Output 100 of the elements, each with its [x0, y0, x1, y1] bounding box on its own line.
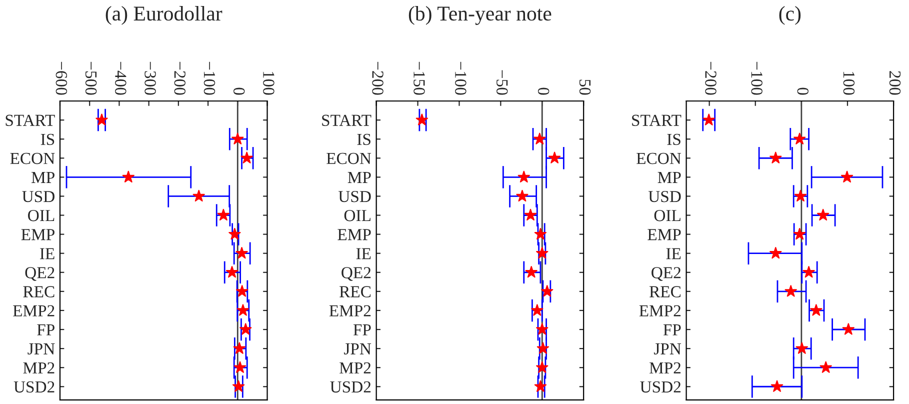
point — [534, 228, 547, 240]
point — [240, 152, 253, 164]
y-tick-label: REC — [340, 286, 371, 298]
y-tick-label: IS — [40, 134, 54, 146]
y-tick-label: OIL — [28, 210, 54, 222]
chart-title: (a) Eurodollar — [106, 6, 222, 25]
y-tick-label: MP — [658, 172, 681, 183]
y-tick-label: IS — [667, 134, 680, 146]
x-tick-label: −400 — [115, 62, 126, 95]
point — [770, 380, 784, 392]
y-tick-label: OIL — [654, 210, 680, 222]
x-tick-label: 0 — [233, 88, 245, 95]
point — [416, 114, 428, 126]
y-tick-label: MP2 — [23, 362, 54, 374]
x-tick-label: −150 — [414, 62, 425, 95]
y-tick-label: ECON — [326, 152, 372, 164]
x-tick-label: −200 — [705, 62, 716, 95]
x-tick-label: 200 — [889, 71, 901, 95]
point — [817, 208, 830, 221]
y-tick-label: MP2 — [340, 362, 371, 374]
point — [842, 323, 854, 335]
x-tick-label: 100 — [263, 72, 274, 95]
point — [516, 190, 528, 202]
x-tick-label: −500 — [85, 62, 97, 95]
point — [770, 246, 782, 259]
y-tick-label: IE — [356, 248, 371, 260]
y-tick-label: IE — [40, 248, 54, 260]
point — [226, 266, 238, 278]
point — [232, 380, 245, 392]
x-tick-label: −100 — [455, 62, 466, 95]
point — [802, 266, 815, 278]
point — [236, 246, 248, 259]
y-tick-label: USD — [648, 190, 681, 202]
point — [541, 285, 554, 297]
point — [236, 304, 250, 316]
point — [536, 361, 548, 373]
point — [524, 208, 537, 221]
point — [234, 361, 246, 373]
y-tick-label: QE2 — [342, 267, 371, 281]
y-tick-label: JPN — [654, 343, 682, 354]
point — [233, 342, 246, 354]
y-tick-label: IE — [666, 248, 681, 260]
y-tick-label: IS — [357, 134, 370, 146]
y-tick-label: OIL — [344, 210, 370, 222]
y-tick-label: START — [322, 114, 372, 126]
point — [122, 170, 134, 182]
point — [784, 285, 797, 297]
chart-title: (c) — [779, 6, 801, 25]
y-tick-label: MP — [32, 172, 54, 183]
point — [794, 190, 807, 202]
y-tick-label: USD2 — [640, 381, 681, 393]
y-tick-label: FP — [663, 324, 681, 336]
y-tick-label: USD — [22, 190, 54, 202]
y-tick-label: QE2 — [25, 267, 54, 281]
x-tick-label: 100 — [843, 72, 855, 95]
y-tick-label: ECON — [636, 152, 682, 164]
y-tick-label: EMP2 — [639, 305, 681, 316]
y-tick-label: EMP2 — [13, 305, 54, 316]
y-tick-label: EMP — [21, 229, 54, 240]
point — [534, 132, 546, 144]
y-tick-label: FP — [353, 324, 371, 336]
point — [531, 304, 544, 316]
y-tick-label: FP — [37, 324, 54, 336]
y-tick-label: EMP — [338, 229, 371, 240]
x-tick-label: −300 — [144, 62, 156, 95]
x-tick-label: −200 — [174, 62, 186, 95]
point — [794, 228, 806, 240]
y-tick-label: ECON — [10, 152, 55, 164]
x-tick-label: −100 — [204, 62, 216, 95]
point — [810, 304, 822, 316]
y-tick-label: QE2 — [652, 267, 681, 281]
point — [796, 342, 808, 354]
y-tick-label: USD2 — [330, 381, 371, 393]
point — [548, 152, 561, 164]
point — [770, 152, 782, 164]
y-tick-label: START — [6, 114, 55, 126]
point — [536, 246, 548, 259]
y-tick-label: JPN — [344, 343, 372, 354]
y-tick-label: EMP — [648, 229, 681, 240]
point — [840, 170, 854, 182]
y-tick-label: MP2 — [649, 362, 681, 374]
y-tick-label: MP — [348, 172, 371, 183]
y-tick-label: USD2 — [14, 381, 54, 393]
point — [525, 266, 538, 278]
point — [192, 190, 205, 202]
y-tick-label: REC — [650, 286, 681, 298]
y-tick-label: JPN — [28, 343, 55, 354]
x-tick-label: −200 — [372, 62, 384, 95]
point — [96, 114, 108, 126]
point — [232, 132, 244, 144]
y-tick-label: REC — [23, 286, 54, 298]
y-tick-label: START — [632, 114, 682, 126]
point — [240, 323, 252, 335]
point — [536, 323, 548, 335]
point — [236, 285, 248, 297]
point — [217, 208, 230, 221]
point — [794, 132, 806, 144]
point — [820, 361, 832, 373]
x-tick-label: −50 — [496, 70, 508, 95]
point — [228, 228, 241, 240]
